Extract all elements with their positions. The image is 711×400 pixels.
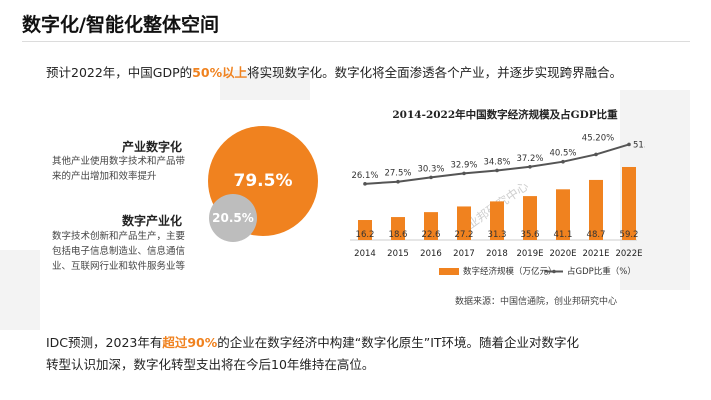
gdp-share-label-2014: 26.1% — [351, 171, 378, 181]
gdp-share-point-2019E — [528, 164, 532, 169]
outro-post: 的企业在数字经济中构建“数字化原生”IT环境。随着企业对数字化 — [217, 335, 580, 350]
outro-highlight: 超过90% — [162, 335, 218, 350]
bar-label-2019E: 35.6 — [521, 230, 540, 240]
gdp-share-point-2022E — [627, 142, 631, 147]
digital-industrialization-desc: 数字技术创新和产品生产，主要 包括电子信息制造业、信息通信 业、互联网行业和软件… — [52, 229, 185, 274]
bar-2020E — [556, 189, 570, 240]
outro-line-2: 转型认识加深，数字化转型支出将在今后10年维持在高位。 — [46, 357, 375, 372]
bar-2021E — [589, 179, 603, 240]
digital-industrialization-value: 20.5% — [212, 211, 254, 225]
bar-2022E — [622, 166, 636, 240]
x-tick-2021E: 2021E — [582, 249, 609, 259]
bar-2019E — [523, 196, 537, 240]
x-tick-2014: 2014 — [354, 249, 376, 259]
gdp-share-label-2021E: 45.20% — [582, 133, 614, 143]
background-pattern — [0, 250, 40, 330]
intro-text: 预计2022年，中国GDP的50%以上将实现数字化。数字化将全面渗透各个产业，并… — [46, 62, 622, 81]
industry-digitization-title: 产业数字化 — [122, 140, 183, 154]
x-tick-2022E: 2022E — [615, 249, 642, 259]
industry-digitization-desc: 其他产业使用数字技术和产品带 来的产出增加和效率提升 — [52, 154, 185, 184]
gdp-share-point-2017 — [462, 171, 466, 176]
bar-label-2020E: 41.1 — [554, 230, 573, 240]
gdp-share-label-2020E: 40.5% — [549, 149, 576, 159]
outro-pre: IDC预测，2023年有 — [46, 335, 163, 350]
gdp-share-label-2017: 32.9% — [450, 160, 477, 170]
bar-2018 — [490, 201, 504, 240]
intro-pre: 预计2022年，中国GDP的 — [46, 65, 193, 80]
bar-label-2015: 18.6 — [389, 230, 408, 240]
bar-2017 — [457, 206, 471, 240]
legend-line-label: 占GDP比重（%） — [567, 266, 636, 277]
gdp-share-point-2020E — [561, 159, 565, 164]
x-tick-2017: 2017 — [453, 249, 475, 259]
gdp-share-label-2015: 27.5% — [384, 169, 411, 179]
gdp-share-point-2018 — [495, 168, 499, 173]
gdp-share-point-2014 — [363, 182, 367, 186]
desc-line: 包括电子信息制造业、信息通信 — [52, 246, 186, 257]
bar-label-2018: 31.3 — [488, 230, 507, 240]
legend-line-marker — [552, 269, 556, 274]
digital-industrialization-title: 数字产业化 — [122, 214, 183, 228]
legend-bar-label: 数字经济规模（万亿元） — [463, 266, 557, 277]
page-title: 数字化/智能化整体空间 — [22, 14, 219, 36]
gdp-share-label-2019E: 37.2% — [516, 154, 543, 164]
intro-highlight: 50%以上 — [192, 65, 248, 80]
bar-label-2017: 27.2 — [455, 230, 474, 240]
title-divider — [22, 41, 690, 42]
x-tick-2020E: 2020E — [549, 249, 576, 259]
legend-bar-swatch — [439, 268, 459, 275]
bar-2014 — [358, 220, 372, 240]
gdp-share-point-2021E — [594, 152, 598, 157]
bar-label-2014: 16.2 — [356, 230, 375, 240]
desc-line: 业、互联网行业和软件服务业等 — [52, 261, 186, 272]
desc-line: 其他产业使用数字技术和产品带 — [52, 156, 186, 167]
outro-line-1: IDC预测，2023年有超过90%的企业在数字经济中构建“数字化原生”IT环境。… — [46, 332, 646, 354]
gdp-share-label-2016: 30.3% — [417, 164, 444, 174]
bar-label-2021E: 48.7 — [587, 230, 606, 240]
gdp-share-point-2016 — [429, 175, 433, 180]
bar-label-2016: 22.6 — [422, 230, 441, 240]
x-tick-2016: 2016 — [420, 249, 442, 259]
x-tick-2015: 2015 — [387, 249, 409, 259]
gdp-share-label-2018: 34.8% — [483, 157, 510, 167]
bar-label-2022E: 59.2 — [620, 230, 639, 240]
bar-2015 — [391, 217, 405, 240]
chart-title: 2014-2022年中国数字经济规模及占GDP比重 — [392, 109, 618, 121]
outro-text: IDC预测，2023年有超过90%的企业在数字经济中构建“数字化原生”IT环境。… — [46, 332, 646, 376]
gdp-share-label-2022E: 51.7% — [633, 140, 645, 150]
gdp-share-point-2015 — [396, 179, 400, 184]
background-pattern — [220, 70, 310, 100]
digital-economy-chart: 创业邦研究中心16.2201418.6201522.6201627.220173… — [350, 133, 645, 277]
bar-2016 — [424, 212, 438, 240]
industry-digitization-value: 79.5% — [233, 171, 293, 191]
x-tick-2018: 2018 — [486, 249, 508, 259]
x-tick-2019E: 2019E — [516, 249, 543, 259]
desc-line: 数字技术创新和产品生产，主要 — [52, 231, 186, 242]
intro-post: 将实现数字化。数字化将全面渗透各个产业，并逐步实现跨界融合。 — [247, 65, 623, 80]
desc-line: 来的产出增加和效率提升 — [52, 171, 157, 182]
digital-industrialization-circle: 20.5% — [209, 194, 257, 242]
data-source: 数据来源：中国信通院，创业邦研究中心 — [455, 297, 618, 307]
